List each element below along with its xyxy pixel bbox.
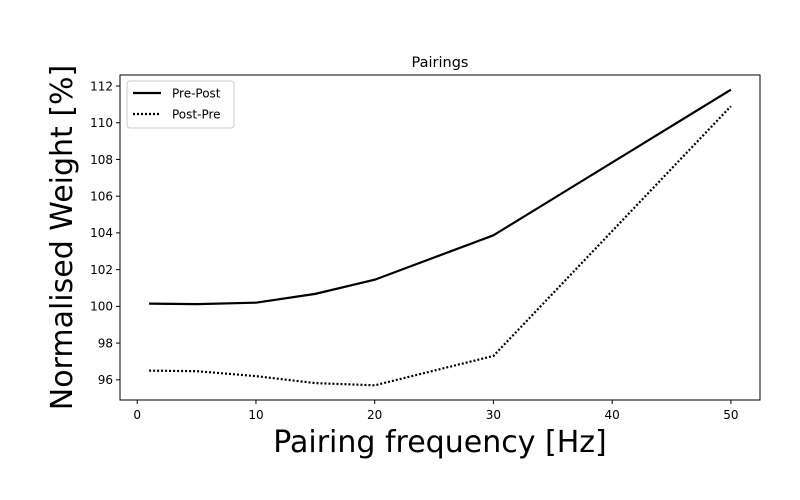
x-tick-label: 10 <box>248 408 263 422</box>
x-tick-label: 40 <box>605 408 620 422</box>
legend: Pre-Post Post-Pre <box>126 80 235 129</box>
y-tick-label: 106 <box>90 189 113 203</box>
y-tick-label: 96 <box>98 373 113 387</box>
legend-label: Post-Pre <box>172 107 221 121</box>
y-axis-label: Normalised Weight [%] <box>45 65 80 411</box>
y-tick-label: 104 <box>90 226 113 240</box>
y-tick-label: 98 <box>98 336 113 350</box>
y-tick-label: 108 <box>90 153 113 167</box>
x-tick-label: 50 <box>723 408 738 422</box>
x-tick-label: 0 <box>133 408 141 422</box>
plot-frame <box>119 74 761 401</box>
x-ticks: 0 10 20 30 40 50 <box>133 400 739 422</box>
series-layer <box>149 88 732 387</box>
chart-title: Pairings <box>412 55 469 71</box>
legend-label: Pre-Post <box>172 86 221 100</box>
x-tick-label: 20 <box>367 408 382 422</box>
series-line-pre-post <box>149 88 732 306</box>
series-line-post-pre <box>149 105 732 387</box>
y-tick-label: 100 <box>90 300 113 314</box>
y-tick-label: 112 <box>90 79 113 93</box>
y-ticks: 96 98 100 102 104 106 108 110 112 <box>90 79 120 387</box>
y-tick-label: 110 <box>90 116 113 130</box>
y-tick-label: 102 <box>90 263 113 277</box>
x-axis-label: Pairing frequency [Hz] <box>273 425 606 460</box>
x-tick-label: 30 <box>486 408 501 422</box>
